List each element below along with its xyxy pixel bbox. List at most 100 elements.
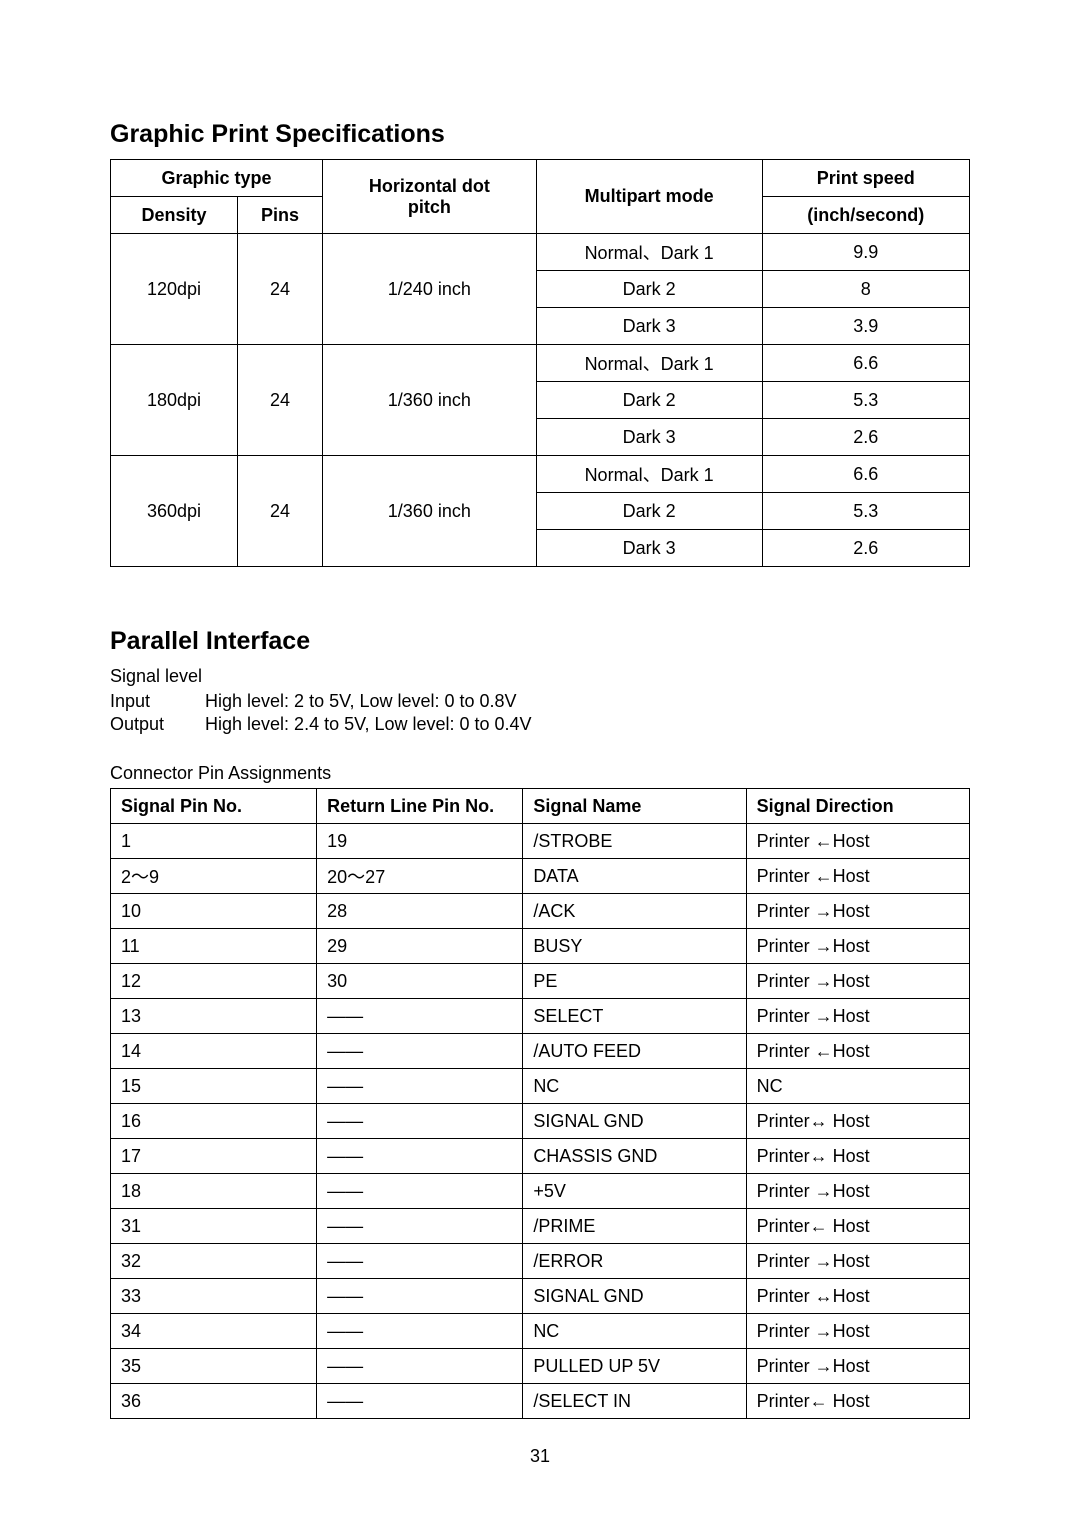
cell-speed: 8 — [762, 271, 969, 308]
table-row: 18——+5VPrinter →Host — [111, 1174, 970, 1209]
cell-sig: 36 — [111, 1384, 317, 1419]
cell-name: CHASSIS GND — [523, 1139, 746, 1174]
cell-density: 360dpi — [111, 456, 238, 567]
section1-title: Graphic Print Specifications — [110, 120, 970, 149]
pin-table: Signal Pin No. Return Line Pin No. Signa… — [110, 788, 970, 1419]
cell-mode: Normal、Dark 1 — [536, 345, 762, 382]
cell-ret: 20～27 — [317, 859, 523, 894]
cell-mode: Normal、Dark 1 — [536, 234, 762, 271]
spec-table: Graphic type Horizontal dot pitch Multip… — [110, 159, 970, 567]
signal-level-label: Signal level — [110, 666, 970, 687]
cell-name: /SELECT IN — [523, 1384, 746, 1419]
cell-ret: —— — [317, 1384, 523, 1419]
cell-dir: Printer →Host — [746, 1314, 969, 1349]
output-value: High level: 2.4 to 5V, Low level: 0 to 0… — [205, 714, 532, 734]
header-print-speed-l1: Print speed — [762, 160, 969, 197]
header-signal-direction: Signal Direction — [746, 789, 969, 824]
cell-ret: —— — [317, 1209, 523, 1244]
cell-ret: —— — [317, 1174, 523, 1209]
cell-name: BUSY — [523, 929, 746, 964]
cell-dir: Printer← Host — [746, 1384, 969, 1419]
cell-dir: Printer ←Host — [746, 824, 969, 859]
cell-mode: Dark 2 — [536, 493, 762, 530]
cell-speed: 3.9 — [762, 308, 969, 345]
cell-dir: Printer →Host — [746, 964, 969, 999]
document-page: Graphic Print Specifications Graphic typ… — [0, 0, 1080, 1527]
table-row: 13——SELECTPrinter →Host — [111, 999, 970, 1034]
table-row: 1028/ACKPrinter →Host — [111, 894, 970, 929]
header-horizontal-dot-pitch: Horizontal dot pitch — [323, 160, 537, 234]
cell-dir: Printer →Host — [746, 1349, 969, 1384]
table-row: 180dpi241/360 inchNormal、Dark 16.6 — [111, 345, 970, 382]
cell-density: 180dpi — [111, 345, 238, 456]
cell-sig: 2～9 — [111, 859, 317, 894]
cell-dir: Printer →Host — [746, 1174, 969, 1209]
cell-dir: Printer↔ Host — [746, 1104, 969, 1139]
cell-ret: —— — [317, 1139, 523, 1174]
input-label: Input — [110, 691, 200, 712]
cell-name: PE — [523, 964, 746, 999]
cell-sig: 33 — [111, 1279, 317, 1314]
table-row: 1129BUSYPrinter →Host — [111, 929, 970, 964]
cell-name: NC — [523, 1069, 746, 1104]
table-row: 17——CHASSIS GNDPrinter↔ Host — [111, 1139, 970, 1174]
page-number: 31 — [0, 1446, 1080, 1467]
output-row: Output High level: 2.4 to 5V, Low level:… — [110, 714, 970, 735]
pin-header-row: Signal Pin No. Return Line Pin No. Signa… — [111, 789, 970, 824]
cell-pitch: 1/240 inch — [323, 234, 537, 345]
cell-dir: Printer ↔Host — [746, 1279, 969, 1314]
header-density: Density — [111, 197, 238, 234]
cell-speed: 5.3 — [762, 382, 969, 419]
cell-name: SIGNAL GND — [523, 1104, 746, 1139]
cell-speed: 6.6 — [762, 345, 969, 382]
cell-ret: 29 — [317, 929, 523, 964]
cell-sig: 16 — [111, 1104, 317, 1139]
cell-mode: Normal、Dark 1 — [536, 456, 762, 493]
cell-dir: Printer →Host — [746, 999, 969, 1034]
header-pins: Pins — [237, 197, 322, 234]
cell-sig: 11 — [111, 929, 317, 964]
cell-sig: 15 — [111, 1069, 317, 1104]
cell-ret: —— — [317, 1104, 523, 1139]
table-row: 16——SIGNAL GNDPrinter↔ Host — [111, 1104, 970, 1139]
header-multipart-mode: Multipart mode — [536, 160, 762, 234]
cell-pins: 24 — [237, 345, 322, 456]
header-hdp-l1: Horizontal dot — [369, 176, 490, 196]
cell-sig: 34 — [111, 1314, 317, 1349]
cell-speed: 2.6 — [762, 530, 969, 567]
cell-name: SELECT — [523, 999, 746, 1034]
cell-dir: Printer ←Host — [746, 1034, 969, 1069]
cell-ret: —— — [317, 1034, 523, 1069]
cell-name: DATA — [523, 859, 746, 894]
cell-speed: 5.3 — [762, 493, 969, 530]
cell-sig: 18 — [111, 1174, 317, 1209]
cell-sig: 10 — [111, 894, 317, 929]
cell-ret: —— — [317, 1244, 523, 1279]
cell-name: SIGNAL GND — [523, 1279, 746, 1314]
table-row: 2～920～27DATAPrinter ←Host — [111, 859, 970, 894]
cell-ret: —— — [317, 1314, 523, 1349]
cell-mode: Dark 2 — [536, 382, 762, 419]
input-value: High level: 2 to 5V, Low level: 0 to 0.8… — [205, 691, 517, 711]
input-row: Input High level: 2 to 5V, Low level: 0 … — [110, 691, 970, 712]
cell-ret: —— — [317, 1069, 523, 1104]
cell-name: NC — [523, 1314, 746, 1349]
cell-ret: —— — [317, 999, 523, 1034]
cell-sig: 1 — [111, 824, 317, 859]
header-return-pin: Return Line Pin No. — [317, 789, 523, 824]
cell-name: PULLED UP 5V — [523, 1349, 746, 1384]
cell-mode: Dark 3 — [536, 530, 762, 567]
cell-dir: Printer →Host — [746, 1244, 969, 1279]
table-row: 14——/AUTO FEEDPrinter ←Host — [111, 1034, 970, 1069]
cell-sig: 17 — [111, 1139, 317, 1174]
cell-ret: —— — [317, 1349, 523, 1384]
table-row: 32——/ERRORPrinter →Host — [111, 1244, 970, 1279]
cell-mode: Dark 3 — [536, 419, 762, 456]
table-row: 33——SIGNAL GNDPrinter ↔Host — [111, 1279, 970, 1314]
table-row: 1230PEPrinter →Host — [111, 964, 970, 999]
cell-sig: 35 — [111, 1349, 317, 1384]
cell-name: /AUTO FEED — [523, 1034, 746, 1069]
table-row: 360dpi241/360 inchNormal、Dark 16.6 — [111, 456, 970, 493]
cell-sig: 32 — [111, 1244, 317, 1279]
cell-dir: Printer →Host — [746, 894, 969, 929]
